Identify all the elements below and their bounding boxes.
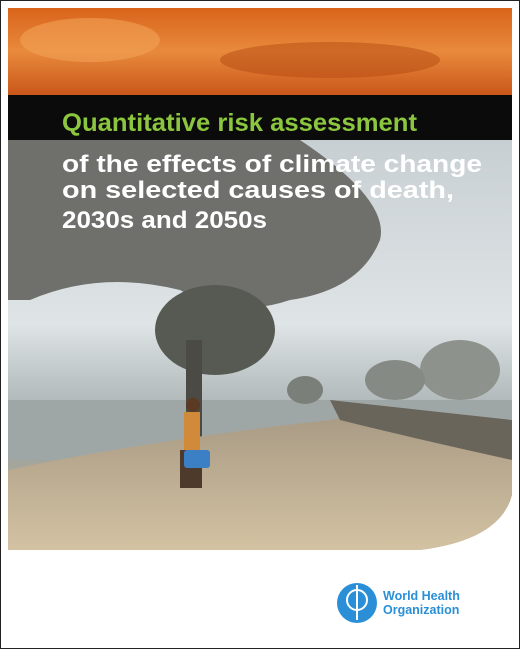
person-head (186, 398, 200, 412)
tree (365, 360, 425, 400)
subtitle-line: of the effects of climate change (62, 151, 482, 178)
tree (287, 376, 323, 404)
subtitle-line: on selected causes of death, (62, 177, 454, 204)
tree (420, 340, 500, 400)
subtitle-line: 2030s and 2050s (62, 207, 267, 234)
cloud (20, 18, 160, 62)
cloud (220, 42, 440, 78)
title: Quantitative risk assessment (62, 109, 418, 137)
person (184, 412, 200, 452)
cover: Quantitative risk assessment of the effe… (0, 0, 520, 649)
publisher-line: World Health (383, 589, 460, 603)
page: {"cover": {"title": "Quantitative risk a… (0, 0, 520, 649)
tree-canopy (155, 285, 275, 375)
bucket (184, 450, 210, 468)
publisher-line: Organization (383, 603, 459, 617)
